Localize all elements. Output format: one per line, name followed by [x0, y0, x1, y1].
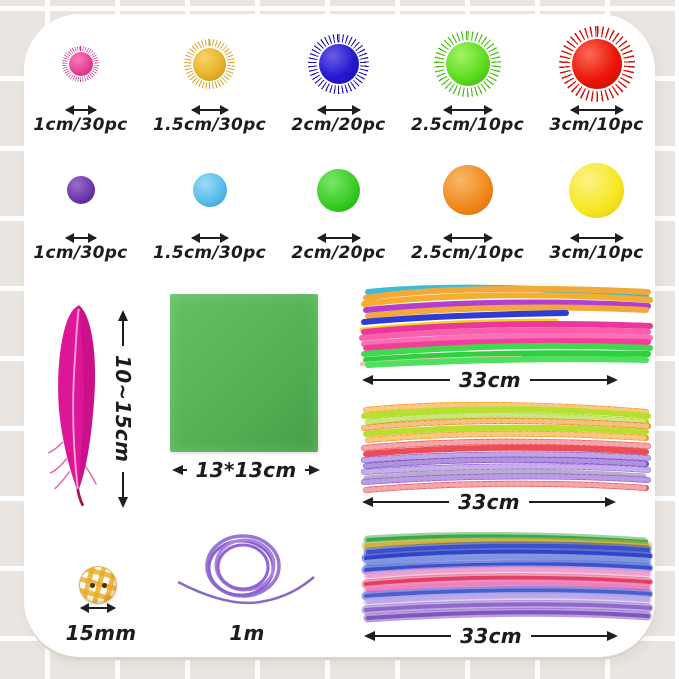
arrow-left-icon	[172, 465, 183, 475]
bundle3-length-label: 33cm	[460, 624, 522, 648]
button-size-label: 15mm	[65, 621, 137, 645]
pompom-size-label: 2.5cm/10pc	[410, 115, 525, 135]
glitter-pompom-pink	[68, 52, 93, 76]
feather-height-arrow: 10~15cm	[111, 310, 135, 508]
arrow-up-icon	[118, 310, 128, 321]
glitter-pompom-cell-pink: 1cm/30pc	[16, 26, 145, 135]
cord-length-label: 1m	[229, 621, 265, 645]
plain-pompom-cell-orange: 2.5cm/10pc	[403, 150, 532, 263]
pompom-size-label: 1cm/30pc	[33, 115, 128, 135]
button-hole	[90, 583, 95, 588]
arrow-left-icon	[364, 631, 375, 641]
paper-width-arrow: 13*13cm	[172, 458, 321, 482]
size-arrow-icon	[64, 233, 97, 243]
feather-height-label: 10~15cm	[111, 355, 135, 463]
arrow-right-icon	[605, 497, 617, 507]
plain-chenille-stems	[359, 284, 653, 368]
bundle2-length-label: 33cm	[458, 490, 520, 514]
plain-pompom-green	[317, 168, 360, 212]
plain-pompom-lightblue	[192, 173, 227, 207]
plain-pompom-cell-lightblue: 1.5cm/30pc	[145, 150, 274, 263]
bundle1-length-arrow: 33cm	[362, 368, 619, 392]
arrow-left-icon	[362, 497, 373, 507]
size-arrow-icon	[190, 233, 229, 243]
plain-pompom-purple	[66, 176, 95, 204]
bundle2-length-arrow: 33cm	[362, 490, 617, 514]
glitter-pompom-cell-red: 3cm/10pc	[532, 26, 661, 135]
arrow-right-icon	[607, 631, 619, 641]
size-arrow-icon	[569, 105, 624, 115]
green-paper-square	[170, 294, 318, 452]
glitter-pompom-cell-blue: 2cm/20pc	[274, 26, 403, 135]
arrow-right-icon	[309, 465, 321, 475]
glitter-pompom-cell-gold: 1.5cm/30pc	[145, 26, 274, 135]
plain-pompom-row: 1cm/30pc 1.5cm/30pc 2cm/20pc 2.5cm/10pc …	[16, 150, 661, 263]
plain-pompom-cell-purple: 1cm/30pc	[16, 150, 145, 263]
pompom-size-label: 1.5cm/30pc	[152, 115, 267, 135]
paper-size-label: 13*13cm	[195, 458, 297, 482]
plain-pompom-cell-green: 2cm/20pc	[274, 150, 403, 263]
size-arrow-icon	[316, 105, 361, 115]
glitter-pompom-green	[445, 42, 490, 86]
glitter-pompom-cell-green: 2.5cm/10pc	[403, 26, 532, 135]
size-arrow-icon	[442, 233, 493, 243]
plain-pompom-orange	[442, 165, 493, 215]
button-hole	[102, 583, 107, 588]
bundle1-length-label: 33cm	[459, 368, 521, 392]
plain-pompom-yellow	[569, 162, 624, 218]
glitter-pompom-blue	[318, 44, 359, 84]
plain-pompom-cell-yellow: 3cm/10pc	[532, 150, 661, 263]
arrow-left-icon	[362, 375, 373, 385]
pompom-size-label: 1cm/30pc	[33, 243, 128, 263]
pompom-size-label: 2cm/20pc	[291, 115, 386, 135]
pompom-size-label: 2cm/20pc	[291, 243, 386, 263]
glitter-pompom-gold	[193, 47, 226, 81]
glitter-chenille-stems	[361, 532, 655, 623]
pink-feather	[48, 305, 97, 506]
size-arrow-icon	[190, 105, 229, 115]
size-arrow-icon	[442, 105, 493, 115]
glitter-pompom-row: 1cm/30pc 1.5cm/30pc 2cm/20pc 2.5cm/10pc …	[16, 26, 661, 135]
button-size-arrow	[80, 603, 116, 613]
bundle3-length-arrow: 33cm	[364, 624, 619, 648]
size-arrow-icon	[64, 105, 97, 115]
glitter-pompom-red	[571, 39, 622, 89]
size-arrow-icon	[569, 233, 624, 243]
purple-cord	[177, 534, 315, 605]
arrow-down-icon	[118, 497, 128, 508]
gingham-button	[79, 566, 117, 604]
pompom-size-label: 3cm/10pc	[549, 243, 644, 263]
size-arrow-icon	[316, 233, 361, 243]
pompom-size-label: 2.5cm/10pc	[410, 243, 525, 263]
pompom-size-label: 1.5cm/30pc	[152, 243, 267, 263]
striped-chenille-stems	[361, 401, 651, 493]
arrow-right-icon	[607, 375, 619, 385]
pompom-size-label: 3cm/10pc	[549, 115, 644, 135]
